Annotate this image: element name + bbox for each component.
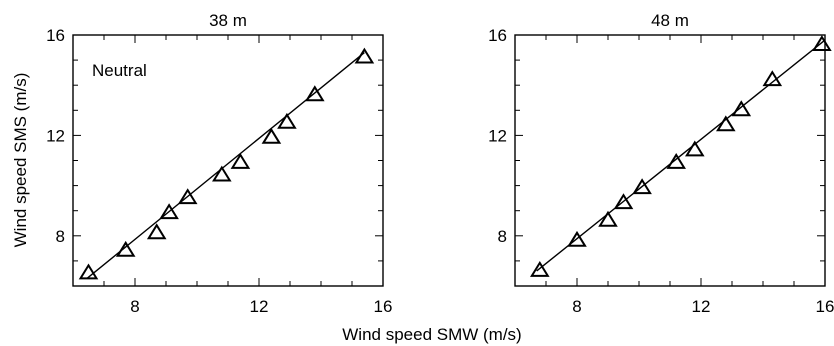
- data-point-triangle: [354, 47, 375, 64]
- chart-panel-1: 8 12 16 8 12 16 38 m Neutral: [46, 11, 392, 316]
- y-axis-label: Wind speed SMS (m/s): [11, 73, 30, 248]
- plot-frame: [514, 34, 826, 287]
- data-point-triangle: [716, 115, 736, 132]
- data-point-triangle: [177, 188, 198, 205]
- y-tick-label: 8: [56, 227, 65, 246]
- data-point-triangle: [666, 152, 686, 169]
- annotation-label: Neutral: [92, 61, 147, 80]
- panel-title: 38 m: [209, 11, 247, 30]
- data-point-triangle: [305, 85, 325, 102]
- x-axis-label: Wind speed SMW (m/s): [342, 325, 521, 344]
- y-tick-label: 16: [46, 26, 65, 45]
- data-point-triangle: [230, 152, 251, 169]
- y-tick-label: 12: [46, 126, 65, 145]
- data-point-triangle: [115, 240, 136, 257]
- data-point-triangle: [632, 178, 652, 195]
- data-point-triangle: [277, 112, 297, 129]
- data-point-triangle: [261, 127, 282, 144]
- data-point-triangle: [685, 140, 705, 157]
- data-point-triangle: [731, 100, 752, 117]
- chart-panel-2: 8 12 16 8 12 16 48 m: [488, 11, 834, 316]
- data-point-triangle: [78, 263, 99, 280]
- y-tick-label: 16: [488, 26, 507, 45]
- data-point-triangle: [159, 203, 179, 220]
- data-point-triangle: [762, 70, 783, 87]
- x-tick-label: 16: [374, 297, 393, 316]
- x-tick-label: 16: [816, 297, 834, 316]
- data-point-triangle: [567, 230, 587, 247]
- data-point-triangle: [598, 210, 618, 227]
- y-tick-label: 12: [488, 126, 507, 145]
- x-tick-label: 8: [572, 297, 581, 316]
- x-tick-label: 8: [130, 297, 139, 316]
- y-tick-label: 8: [498, 227, 507, 246]
- data-point-triangle: [146, 223, 167, 240]
- data-point-triangle: [613, 193, 634, 210]
- regression-line: [86, 52, 365, 280]
- data-point-triangle: [212, 165, 232, 182]
- x-tick-label: 12: [250, 297, 269, 316]
- panel-title: 48 m: [651, 11, 689, 30]
- x-tick-label: 12: [692, 297, 711, 316]
- data-point-triangle: [530, 260, 550, 277]
- data-point-triangle: [812, 35, 832, 51]
